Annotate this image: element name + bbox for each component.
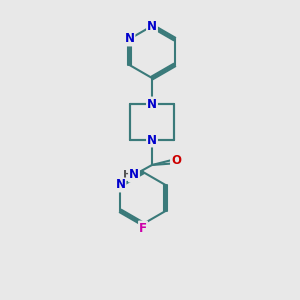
Text: N: N [124, 32, 134, 46]
Text: N: N [147, 134, 157, 146]
Text: N: N [129, 169, 139, 182]
Text: H: H [123, 170, 133, 180]
Text: N: N [116, 178, 125, 191]
Text: N: N [147, 98, 157, 110]
Text: N: N [147, 20, 157, 32]
Text: F: F [139, 221, 147, 235]
Text: O: O [171, 154, 181, 166]
